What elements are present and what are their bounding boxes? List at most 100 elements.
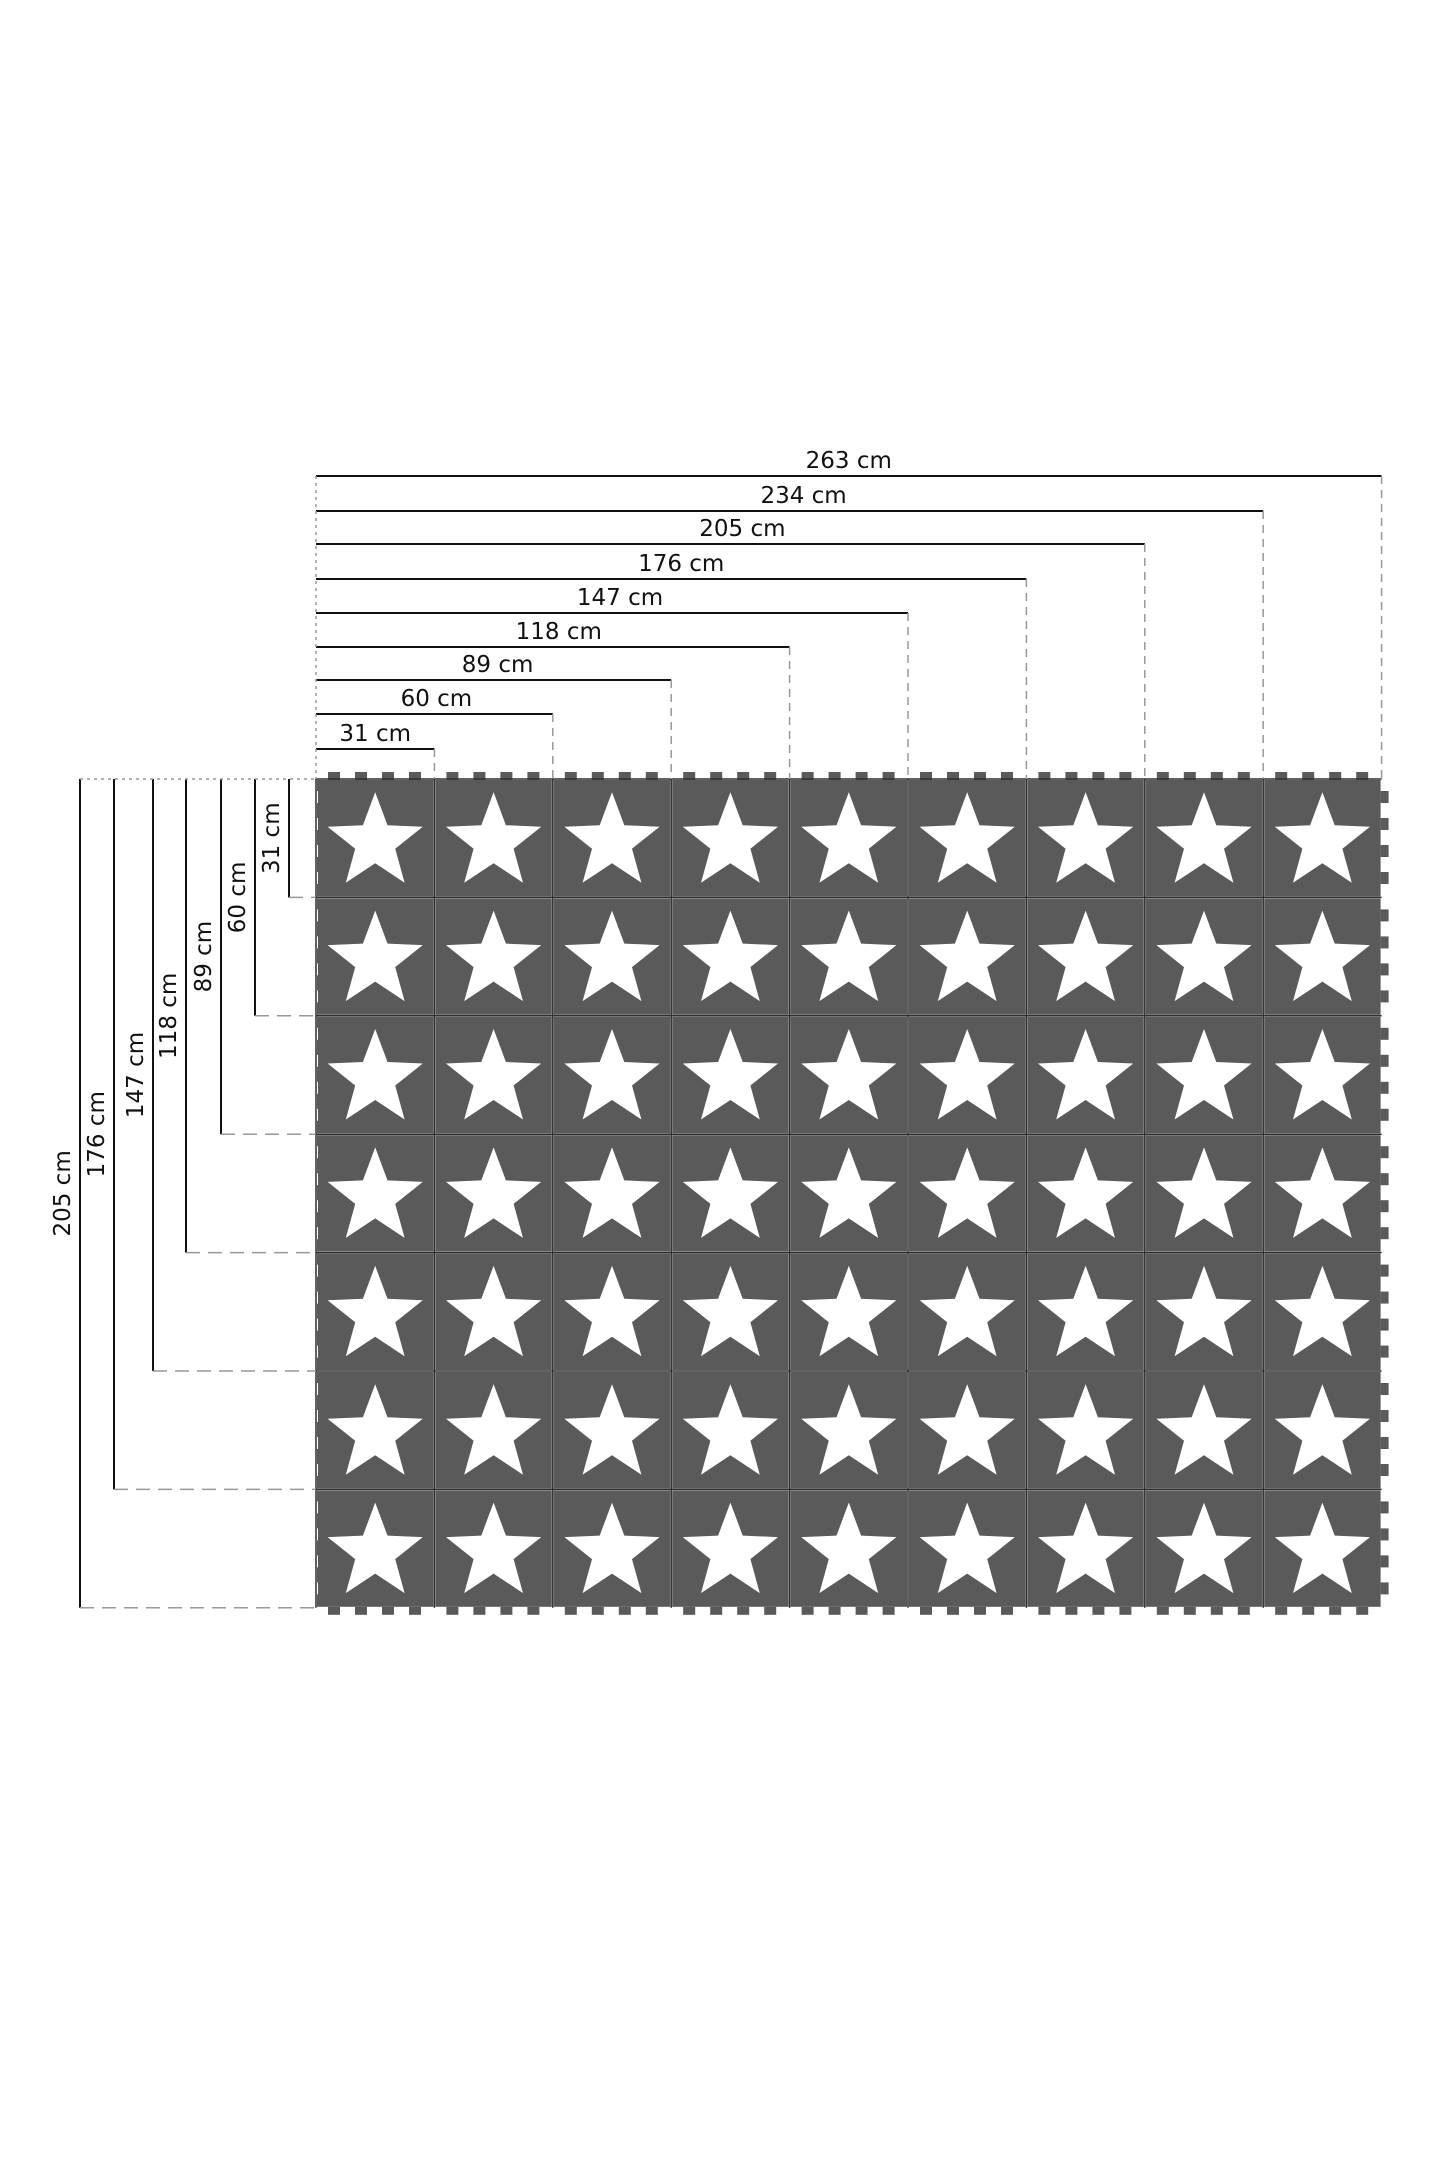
star-icon [1156, 910, 1252, 1002]
star-icon [327, 1265, 423, 1357]
mat-tile [788, 772, 908, 898]
tile-tab [882, 772, 895, 780]
star-icon [1038, 1029, 1134, 1120]
tile-tab [737, 1606, 750, 1615]
tile-tab [1092, 772, 1105, 780]
tile-tab [947, 772, 959, 780]
height-label: 205 cm [50, 1150, 76, 1236]
mat-tile [552, 1251, 672, 1371]
star-icon [327, 1384, 423, 1475]
tile-tab [1275, 1606, 1288, 1615]
star-icon [1274, 1502, 1370, 1594]
mat-tile [907, 896, 1027, 1016]
tile-tab [947, 1606, 959, 1615]
mat-tile [552, 1488, 672, 1615]
tile-tab [1380, 1528, 1389, 1541]
tile-tab [710, 772, 723, 780]
star-icon [1156, 1265, 1252, 1357]
mat-tile [1262, 1370, 1389, 1490]
star-icon [801, 1265, 897, 1357]
star-icon [446, 910, 542, 1002]
tile-tab [446, 772, 459, 780]
tile-tab [1237, 1606, 1250, 1615]
tile-tab [1380, 1555, 1389, 1568]
mat-tile [552, 1133, 672, 1253]
mat-tile [433, 1015, 553, 1135]
tile-tab [764, 772, 777, 780]
mat-tile [1144, 1370, 1264, 1490]
mat-tile [907, 1015, 1027, 1135]
tile-tab [328, 772, 340, 780]
tile-tab [1380, 1081, 1389, 1094]
star-icon [1038, 1147, 1134, 1238]
mat-tile [433, 1133, 553, 1253]
tile-tab [591, 1606, 604, 1615]
tile-tab [1380, 845, 1389, 857]
mat-tile [788, 1488, 908, 1615]
tile-tab [828, 1606, 841, 1615]
width-label: 60 cm [401, 686, 473, 712]
star-icon [1274, 910, 1370, 1002]
tile-tab [564, 772, 577, 780]
tile-tab [1380, 818, 1389, 830]
tile-tab [645, 1606, 658, 1615]
mat-tile [907, 1133, 1027, 1253]
mat-tile [313, 772, 435, 898]
star-icon [1274, 1147, 1370, 1238]
mat-tile [1025, 1251, 1145, 1371]
tile-tab [1380, 1383, 1389, 1395]
tile-tab [527, 1606, 540, 1615]
star-icon [801, 1384, 897, 1475]
mat-tile [433, 1370, 553, 1490]
star-icon [564, 1265, 660, 1357]
star-icon [801, 910, 897, 1002]
height-label: 89 cm [191, 921, 217, 993]
mat-tile [1144, 1251, 1264, 1371]
height-label: 31 cm [259, 802, 285, 874]
tile-tab [1380, 1200, 1389, 1213]
star-icon [801, 1502, 897, 1594]
tile-tab [1356, 772, 1369, 780]
tile-tab [1092, 1606, 1105, 1615]
star-icon [682, 1384, 778, 1475]
mat-tile [670, 1015, 790, 1135]
star-icon [564, 1147, 660, 1238]
width-label: 147 cm [577, 585, 663, 611]
star-icon [327, 1502, 423, 1594]
tile-tab [618, 772, 631, 780]
star-icon [801, 792, 897, 883]
tile-tab [618, 1606, 631, 1615]
tile-tab [355, 772, 367, 780]
star-icon [682, 910, 778, 1002]
tile-tab [1001, 772, 1013, 780]
mat-tile [313, 1133, 435, 1253]
star-icon [1156, 1029, 1252, 1120]
tile-tab [1380, 1410, 1389, 1422]
star-icon [564, 792, 660, 883]
tile-tab [645, 772, 658, 780]
mat-tile [907, 1251, 1027, 1371]
mat-tile [313, 1488, 435, 1615]
mat-tile [788, 896, 908, 1016]
star-icon [1156, 1384, 1252, 1475]
width-label: 205 cm [699, 516, 785, 542]
width-label: 234 cm [760, 483, 846, 509]
tile-tab [1302, 1606, 1315, 1615]
mat-tile [433, 772, 553, 898]
mat-tile [433, 1488, 553, 1615]
tile-tab [1380, 1264, 1389, 1277]
mat-tile [670, 896, 790, 1016]
dimension-lines: 31 cm 60 cm 89 cm 118 cm 147 cm 176 cm 205 cm 2… [50, 448, 1383, 1609]
mat-tile [907, 1370, 1027, 1490]
star-icon [564, 1384, 660, 1475]
mat-tile [670, 1370, 790, 1490]
mat-tile [1144, 896, 1264, 1016]
star-icon [919, 1029, 1015, 1120]
star-icon [446, 792, 542, 883]
tile-tab [382, 772, 394, 780]
star-icon [564, 910, 660, 1002]
tile-tab [855, 1606, 868, 1615]
mat-tile [552, 1015, 672, 1135]
star-icon [1038, 1384, 1134, 1475]
star-icon [801, 1029, 897, 1120]
